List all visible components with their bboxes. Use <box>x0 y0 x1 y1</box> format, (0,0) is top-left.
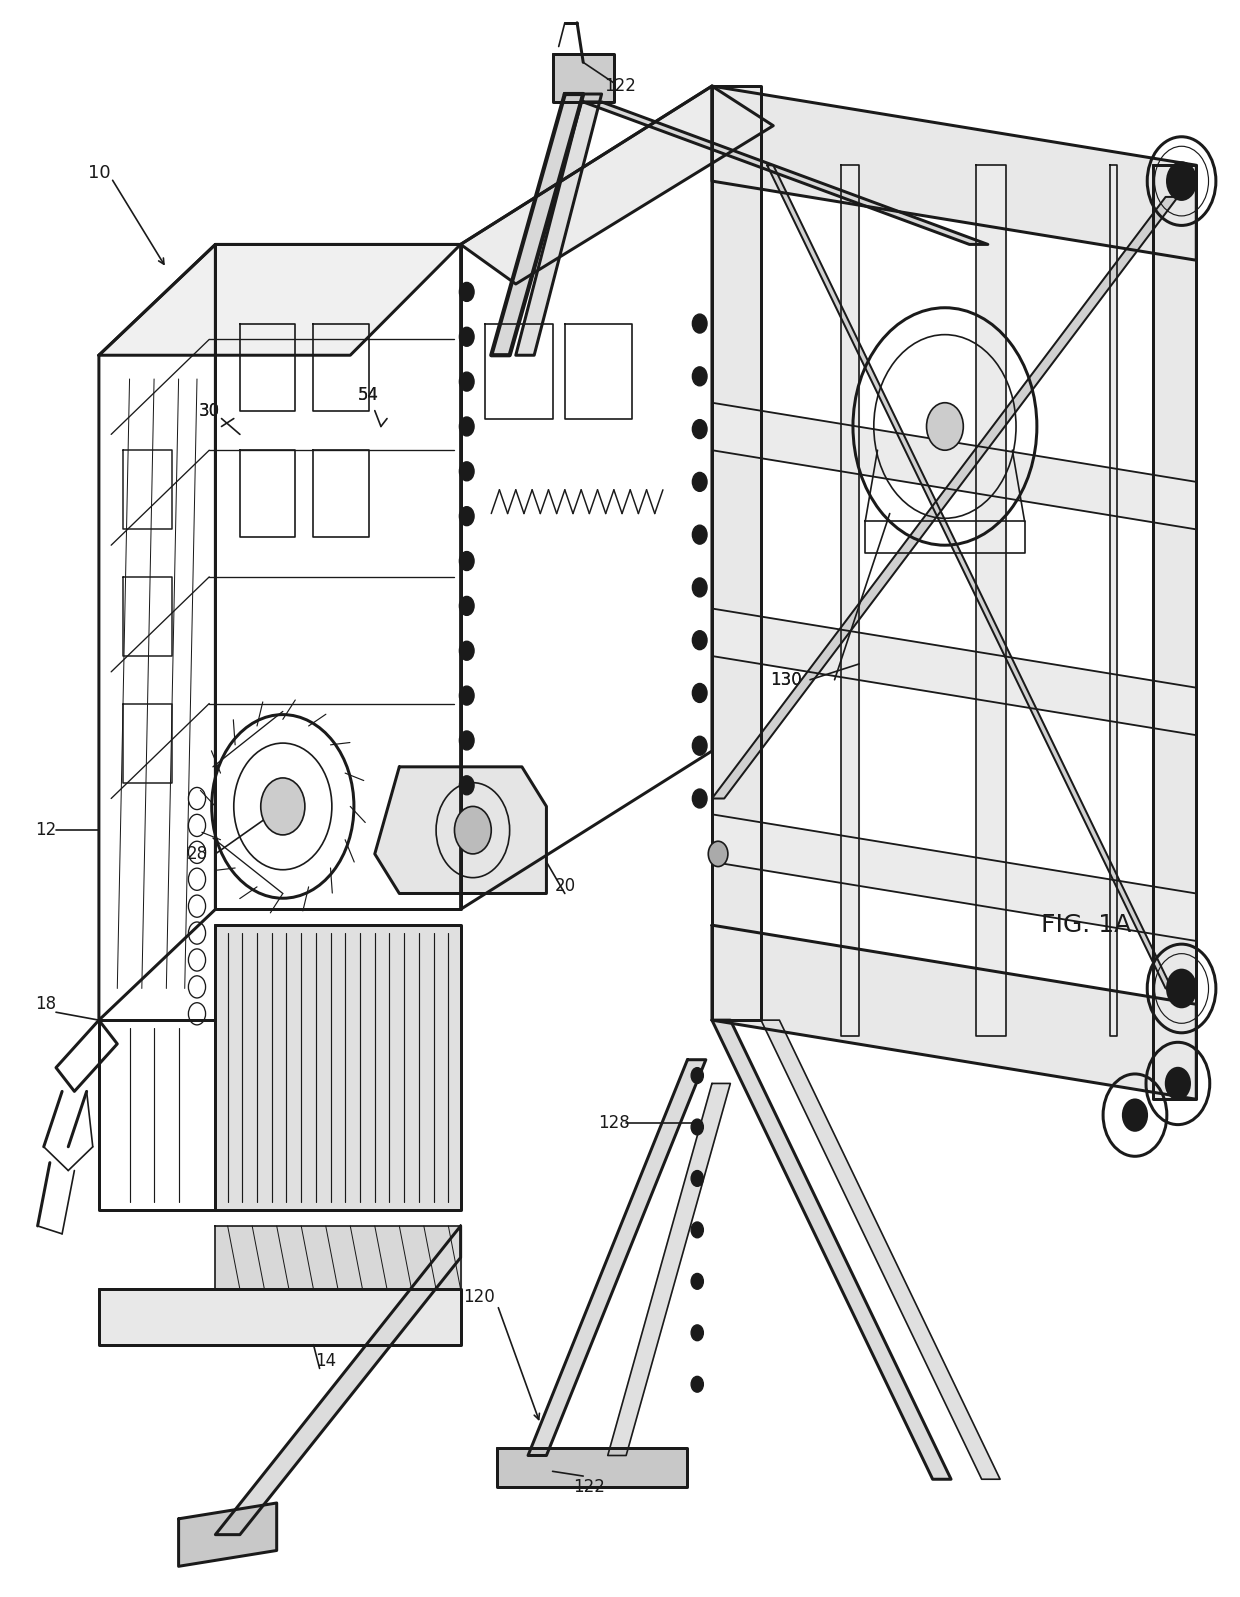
Polygon shape <box>216 1226 460 1289</box>
Circle shape <box>260 778 305 835</box>
Text: 130: 130 <box>770 671 801 688</box>
Circle shape <box>459 821 474 840</box>
Polygon shape <box>841 164 859 1036</box>
Polygon shape <box>712 814 1197 941</box>
Circle shape <box>691 1068 703 1083</box>
Circle shape <box>692 631 707 650</box>
Circle shape <box>692 315 707 334</box>
Polygon shape <box>516 94 601 355</box>
Circle shape <box>1166 1068 1190 1099</box>
Text: 12: 12 <box>36 821 57 838</box>
Circle shape <box>691 1273 703 1289</box>
Circle shape <box>1167 969 1197 1008</box>
Polygon shape <box>1111 164 1116 1036</box>
Polygon shape <box>460 86 774 284</box>
Text: 128: 128 <box>598 1115 630 1132</box>
Circle shape <box>926 402 963 450</box>
Circle shape <box>692 684 707 703</box>
Circle shape <box>1122 1099 1147 1131</box>
Circle shape <box>692 473 707 492</box>
Polygon shape <box>768 164 1172 989</box>
Text: 130: 130 <box>770 671 801 688</box>
Polygon shape <box>497 1447 687 1487</box>
Polygon shape <box>553 54 614 102</box>
Polygon shape <box>976 164 1006 1036</box>
Circle shape <box>692 367 707 386</box>
Circle shape <box>691 1222 703 1238</box>
Polygon shape <box>179 1503 277 1567</box>
Text: 10: 10 <box>88 164 110 182</box>
Circle shape <box>691 1377 703 1393</box>
Circle shape <box>459 551 474 570</box>
Polygon shape <box>1153 164 1197 1099</box>
Circle shape <box>459 417 474 436</box>
Circle shape <box>459 506 474 525</box>
Text: 28: 28 <box>186 845 207 862</box>
Circle shape <box>692 578 707 597</box>
Circle shape <box>459 596 474 615</box>
Circle shape <box>459 731 474 751</box>
Circle shape <box>459 372 474 391</box>
Polygon shape <box>712 196 1178 798</box>
Circle shape <box>1167 161 1197 200</box>
Circle shape <box>459 687 474 706</box>
Polygon shape <box>374 767 547 893</box>
Circle shape <box>691 1119 703 1135</box>
Circle shape <box>459 642 474 660</box>
Text: 18: 18 <box>36 995 57 1014</box>
Polygon shape <box>761 1020 1001 1479</box>
Polygon shape <box>712 925 1197 1099</box>
Circle shape <box>691 1171 703 1187</box>
Text: 20: 20 <box>554 877 575 894</box>
Circle shape <box>459 776 474 795</box>
Polygon shape <box>712 86 761 1020</box>
Polygon shape <box>99 1289 460 1345</box>
Polygon shape <box>491 94 583 355</box>
Circle shape <box>459 462 474 481</box>
Polygon shape <box>712 402 1197 529</box>
Circle shape <box>692 789 707 808</box>
Text: 14: 14 <box>315 1351 336 1370</box>
Circle shape <box>691 1326 703 1341</box>
Text: 122: 122 <box>604 77 636 96</box>
Text: 30: 30 <box>198 401 219 420</box>
Polygon shape <box>712 86 1197 260</box>
Text: 122: 122 <box>573 1479 605 1496</box>
Circle shape <box>692 736 707 755</box>
Polygon shape <box>216 925 460 1211</box>
Polygon shape <box>528 1060 706 1455</box>
Text: 30: 30 <box>198 401 219 420</box>
Circle shape <box>459 327 474 347</box>
Circle shape <box>692 420 707 439</box>
Polygon shape <box>583 102 988 244</box>
Text: 54: 54 <box>358 386 379 404</box>
Circle shape <box>459 283 474 302</box>
Polygon shape <box>99 244 460 355</box>
Polygon shape <box>216 1226 460 1535</box>
Polygon shape <box>608 1083 730 1455</box>
Circle shape <box>455 806 491 854</box>
Circle shape <box>692 525 707 545</box>
Text: 54: 54 <box>358 386 379 404</box>
Polygon shape <box>712 608 1197 735</box>
Circle shape <box>708 842 728 867</box>
Text: FIG. 1A: FIG. 1A <box>1040 913 1131 937</box>
Text: 120: 120 <box>463 1289 495 1306</box>
Polygon shape <box>712 1020 951 1479</box>
